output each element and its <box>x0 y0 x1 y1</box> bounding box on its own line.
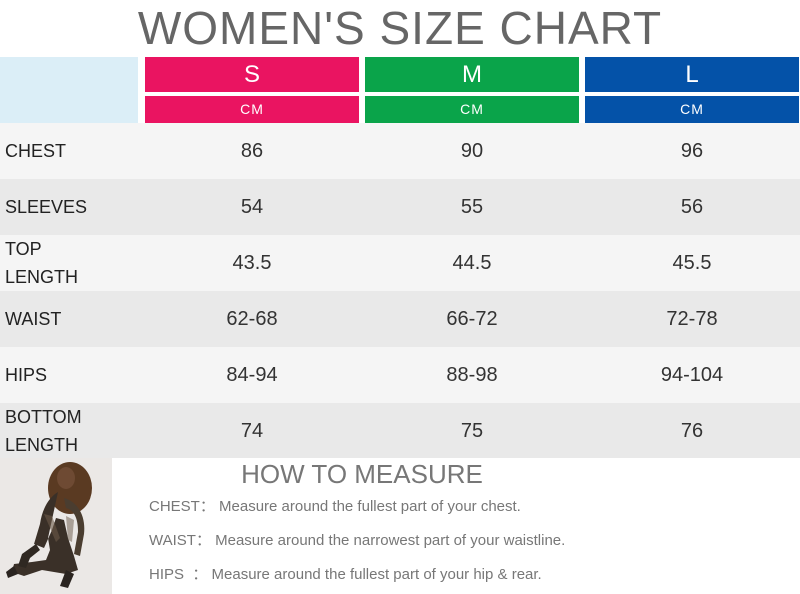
table-row-hips: HIPS 84-94 88-98 94-104 <box>0 347 800 403</box>
cell-l: 96 <box>680 139 704 162</box>
measure-item-chest: CHEST： Measure around the fullest part o… <box>149 496 521 518</box>
row-label: HIPS <box>5 365 48 385</box>
table-row-chest: CHEST 86 90 96 <box>0 123 800 179</box>
measure-text: Measure around the narrowest part of you… <box>215 532 566 549</box>
unit-header-l: CM <box>585 96 799 123</box>
how-to-measure-title: HOW TO MEASURE <box>241 459 483 489</box>
page-title: WOMEN'S SIZE CHART <box>137 2 663 54</box>
how-to-measure-section: HOW TO MEASURE CHEST： Measure around the… <box>0 458 800 594</box>
size-header-m: M <box>365 57 579 92</box>
cell-s: 86 <box>240 139 264 162</box>
table-row-waist: WAIST 62-68 66-72 72-78 <box>0 291 800 347</box>
size-header-s: S <box>145 57 359 92</box>
unit-header-s: CM <box>145 96 359 123</box>
row-label: BOTTOM LENGTH <box>5 407 82 455</box>
cell-m: 88-98 <box>446 363 498 386</box>
cell-s: 74 <box>240 419 264 442</box>
unit-header-m: CM <box>365 96 579 123</box>
cell-s: 54 <box>240 195 264 218</box>
cell-m: 66-72 <box>446 307 498 330</box>
measure-item-hips: HIPS ： Measure around the fullest part o… <box>149 564 542 586</box>
measure-item-waist: WAIST： Measure around the narrowest part… <box>149 530 565 552</box>
model-photo <box>0 458 112 594</box>
cell-m: 55 <box>460 195 484 218</box>
header-corner-cell <box>0 57 138 123</box>
table-row-bottom-length: BOTTOM LENGTH 74 75 76 <box>0 403 800 459</box>
measure-key: HIPS ： <box>149 566 208 583</box>
table-row-top-length: TOP LENGTH 43.5 44.5 45.5 <box>0 235 800 291</box>
cell-l: 94-104 <box>660 363 724 386</box>
size-header-l: L <box>585 57 799 92</box>
measure-key: CHEST： <box>149 498 215 515</box>
cell-s: 84-94 <box>226 363 278 386</box>
measure-text: Measure around the fullest part of your … <box>211 566 542 583</box>
cell-l: 56 <box>680 195 704 218</box>
cell-m: 44.5 <box>452 251 492 274</box>
row-label: WAIST <box>5 309 62 329</box>
cell-l: 72-78 <box>666 307 718 330</box>
cell-s: 43.5 <box>232 251 272 274</box>
cell-m: 90 <box>460 139 484 162</box>
row-label: SLEEVES <box>5 197 88 217</box>
cell-m: 75 <box>460 419 484 442</box>
row-label: CHEST <box>5 141 67 161</box>
row-label: TOP LENGTH <box>5 239 79 287</box>
cell-l: 45.5 <box>672 251 712 274</box>
table-row-sleeves: SLEEVES 54 55 56 <box>0 179 800 235</box>
cell-l: 76 <box>680 419 704 442</box>
measure-key: WAIST： <box>149 532 211 549</box>
measure-text: Measure around the fullest part of your … <box>219 498 521 515</box>
cell-s: 62-68 <box>226 307 278 330</box>
